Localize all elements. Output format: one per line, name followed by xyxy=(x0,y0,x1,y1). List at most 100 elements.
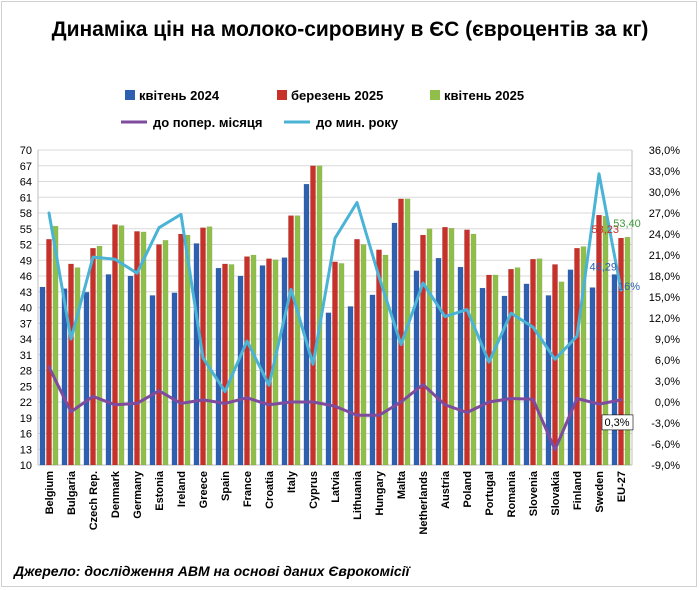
bar-березень-2025-bulgaria xyxy=(68,263,74,466)
category-label-ireland: Ireland xyxy=(176,471,188,507)
bar-квітень-2024-germany xyxy=(127,275,134,466)
left-tick-label: 28 xyxy=(20,366,32,378)
data-label-до-попер-місяця: 0,3% xyxy=(604,417,629,429)
bar-березень-2025-denmark xyxy=(112,224,118,466)
category-label-austria: Austria xyxy=(440,470,452,509)
category-label-sweden: Sweden xyxy=(594,471,606,513)
right-tick-label: -6,0% xyxy=(651,439,680,451)
bar-березень-2025-italy xyxy=(288,215,294,466)
right-tick-label: 0,0% xyxy=(655,397,680,409)
left-tick-label: 13 xyxy=(20,444,32,456)
bar-березень-2025-romania xyxy=(508,268,514,466)
data-label-box xyxy=(601,414,634,431)
data-label-до-мин-року: 16% xyxy=(618,281,640,293)
bar-березень-2025-malta xyxy=(398,198,404,466)
bar-березень-2025-poland xyxy=(464,229,470,466)
right-tick-label: 24,0% xyxy=(649,229,680,241)
category-label-spain: Spain xyxy=(220,471,232,501)
category-label-poland: Poland xyxy=(462,471,474,508)
left-tick-label: 46 xyxy=(20,271,32,283)
left-tick-label: 61 xyxy=(20,192,32,204)
bar-квітень-2025-greece xyxy=(206,226,213,466)
category-label-latvia: Latvia xyxy=(330,470,342,503)
right-tick-label: 36,0% xyxy=(649,145,680,157)
bar-квітень-2024-lithuania xyxy=(347,306,354,466)
category-label-portugal: Portugal xyxy=(484,471,496,516)
legend-swatch-квітень-2024 xyxy=(125,90,135,100)
bar-березень-2025-latvia xyxy=(332,261,338,466)
left-tick-label: 58 xyxy=(20,208,32,220)
line-до-мин-року xyxy=(47,172,623,393)
category-label-belgium: Belgium xyxy=(44,471,56,515)
bar-березень-2025-spain xyxy=(222,263,228,466)
category-label-germany: Germany xyxy=(132,470,144,519)
bar-квітень-2024-romania xyxy=(501,295,508,466)
bar-квітень-2024-denmark xyxy=(105,274,112,466)
category-label-denmark: Denmark xyxy=(110,470,122,518)
bar-квітень-2024-slovakia xyxy=(545,295,552,466)
source-note: Джерело: дослідження АВМ на основі даних… xyxy=(14,563,410,579)
category-label-italy: Italy xyxy=(286,470,298,493)
right-tick-label: 33,0% xyxy=(649,166,680,178)
bar-квітень-2025-hungary xyxy=(382,254,389,466)
bar-березень-2025-slovenia xyxy=(530,259,536,466)
left-tick-label: 64 xyxy=(20,177,32,189)
bar-квітень-2025-austria xyxy=(448,228,455,466)
right-tick-label: 12,0% xyxy=(649,313,680,325)
bar-березень-2025-finland xyxy=(574,247,580,466)
bar-квітень-2025-poland xyxy=(470,233,477,466)
right-tick-label: 27,0% xyxy=(649,208,680,220)
bar-березень-2025-czech-rep xyxy=(90,247,96,466)
legend-label-березень-2025: березень 2025 xyxy=(291,88,383,103)
legend-label-до-мин-року: до мин. року xyxy=(316,115,399,130)
right-tick-label: 18,0% xyxy=(649,271,680,283)
bar-квітень-2024-france xyxy=(237,275,244,466)
bar-квітень-2024-hungary xyxy=(369,294,376,466)
bar-березень-2025-portugal xyxy=(486,274,492,466)
category-label-netherlands: Netherlands xyxy=(418,471,430,535)
legend-label-квітень-2024: квітень 2024 xyxy=(139,88,220,103)
bar-квітень-2025-spain xyxy=(228,264,235,466)
left-tick-label: 25 xyxy=(20,381,32,393)
bar-квітень-2024-malta xyxy=(391,222,398,466)
left-tick-label: 37 xyxy=(20,318,32,330)
bar-квітень-2025-finland xyxy=(580,246,587,466)
category-label-france: France xyxy=(242,471,254,507)
category-label-greece: Greece xyxy=(198,471,210,508)
bar-квітень-2025-slovenia xyxy=(536,258,543,466)
right-axis: 36,0% 33,0% 30,0% 27,0% 24,0% 21,0% 18,0% 15,0%… xyxy=(649,145,680,472)
bar-квітень-2025-latvia xyxy=(338,263,345,466)
bar-березень-2025-netherlands xyxy=(420,234,426,466)
left-tick-label: 31 xyxy=(20,350,32,362)
data-label-квітень-2024: 46,29 xyxy=(589,261,617,273)
category-label-bulgaria: Bulgaria xyxy=(66,470,78,515)
bar-квітень-2025-italy xyxy=(294,215,301,466)
bar-квітень-2024-finland xyxy=(567,269,574,466)
series-lines xyxy=(47,172,623,452)
bar-квітень-2025-czech-rep xyxy=(96,245,103,466)
left-tick-label: 40 xyxy=(20,303,32,315)
bar-квітень-2024-poland xyxy=(457,266,464,466)
bar-квітень-2024-eu-27 xyxy=(611,274,618,466)
bar-березень-2025-austria xyxy=(442,226,448,466)
bar-квітень-2025-bulgaria xyxy=(74,267,81,466)
right-tick-label: -3,0% xyxy=(651,418,680,430)
category-label-romania: Romania xyxy=(506,470,518,517)
bar-квітень-2024-estonia xyxy=(149,295,156,466)
bar-квітень-2025-denmark xyxy=(118,225,125,466)
bar-березень-2025-sweden xyxy=(596,214,602,466)
category-label-malta: Malta xyxy=(396,470,408,499)
right-tick-label: -9,0% xyxy=(651,460,680,472)
category-label-czech-rep: Czech Rep. xyxy=(88,471,100,530)
bar-березень-2025-belgium xyxy=(46,239,52,466)
bar-квітень-2025-belgium xyxy=(52,225,59,466)
bar-березень-2025-croatia xyxy=(266,258,272,466)
bar-квітень-2025-netherlands xyxy=(426,228,433,466)
bar-березень-2025-france xyxy=(244,256,250,466)
bar-квітень-2024-spain xyxy=(215,267,222,466)
bar-квітень-2024-cyprus xyxy=(303,183,310,466)
bar-квітень-2025-romania xyxy=(514,267,521,466)
